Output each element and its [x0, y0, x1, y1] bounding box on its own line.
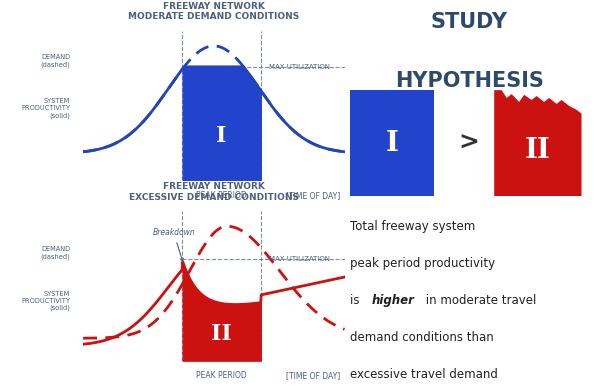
Text: Breakdown: Breakdown	[153, 228, 195, 261]
Text: STUDY: STUDY	[431, 12, 508, 32]
Text: I: I	[386, 130, 399, 156]
Text: MAX UTILIZATION: MAX UTILIZATION	[268, 64, 330, 70]
Polygon shape	[494, 90, 582, 196]
Text: PEAK PERIOD: PEAK PERIOD	[196, 191, 247, 200]
Text: Total freeway system: Total freeway system	[349, 220, 475, 232]
Text: >: >	[459, 131, 480, 155]
Text: II: II	[525, 138, 551, 164]
Text: DEMAND
(dashed): DEMAND (dashed)	[40, 54, 70, 67]
Text: excessive travel demand: excessive travel demand	[349, 368, 497, 381]
Text: in moderate travel: in moderate travel	[422, 294, 536, 307]
Text: I: I	[216, 125, 227, 147]
Text: [TIME OF DAY]: [TIME OF DAY]	[286, 371, 340, 380]
Text: [TIME OF DAY]: [TIME OF DAY]	[286, 191, 340, 200]
Text: HYPOTHESIS: HYPOTHESIS	[395, 71, 544, 91]
Title: FREEWAY NETWORK
MODERATE DEMAND CONDITIONS: FREEWAY NETWORK MODERATE DEMAND CONDITIO…	[128, 2, 299, 21]
Text: higher: higher	[372, 294, 415, 307]
Text: SYSTEM
PRODUCTIVITY
(solid): SYSTEM PRODUCTIVITY (solid)	[21, 290, 70, 311]
Text: is: is	[349, 294, 363, 307]
Text: MAX UTILIZATION: MAX UTILIZATION	[268, 256, 330, 262]
Text: peak period productivity: peak period productivity	[349, 257, 495, 270]
Title: FREEWAY NETWORK
EXCESSIVE DEMAND CONDITIONS: FREEWAY NETWORK EXCESSIVE DEMAND CONDITI…	[129, 182, 299, 201]
Text: II: II	[211, 323, 232, 345]
Text: DEMAND
(dashed): DEMAND (dashed)	[40, 246, 70, 260]
Bar	[349, 90, 434, 196]
Text: PEAK PERIOD: PEAK PERIOD	[196, 371, 247, 380]
Text: SYSTEM
PRODUCTIVITY
(solid): SYSTEM PRODUCTIVITY (solid)	[21, 98, 70, 119]
Text: demand conditions than: demand conditions than	[349, 331, 493, 344]
